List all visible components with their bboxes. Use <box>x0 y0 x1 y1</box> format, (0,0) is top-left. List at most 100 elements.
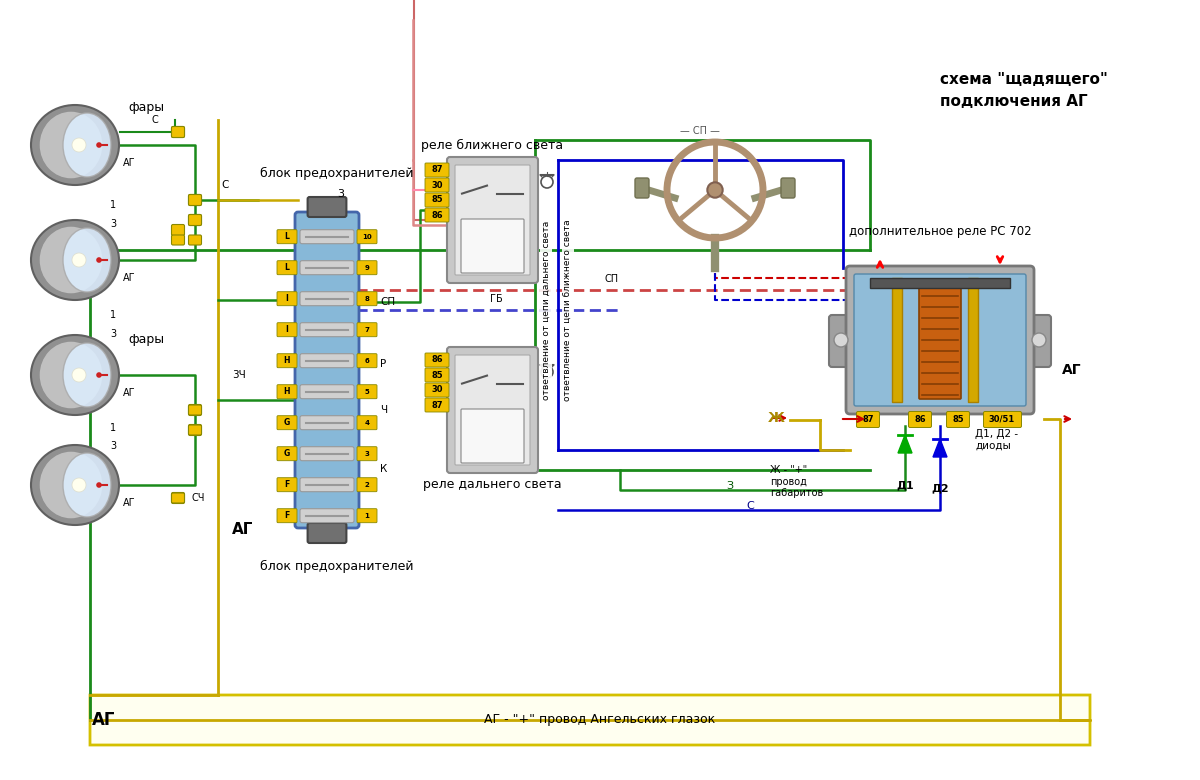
Text: 85: 85 <box>431 370 443 380</box>
FancyBboxPatch shape <box>425 353 449 367</box>
Ellipse shape <box>31 220 119 300</box>
Text: G: G <box>284 449 290 458</box>
FancyBboxPatch shape <box>300 292 354 306</box>
Ellipse shape <box>31 445 119 525</box>
FancyBboxPatch shape <box>846 266 1034 414</box>
FancyBboxPatch shape <box>300 385 354 399</box>
Text: G: G <box>284 418 290 427</box>
Bar <box>892 278 902 402</box>
FancyBboxPatch shape <box>455 165 530 275</box>
Text: реле ближнего света: реле ближнего света <box>421 139 564 152</box>
FancyBboxPatch shape <box>358 447 377 461</box>
FancyBboxPatch shape <box>425 208 449 222</box>
Text: 5: 5 <box>365 388 370 395</box>
Text: 10: 10 <box>362 234 372 239</box>
Text: 87: 87 <box>431 165 443 175</box>
FancyBboxPatch shape <box>300 261 354 275</box>
FancyBboxPatch shape <box>277 477 298 491</box>
Ellipse shape <box>38 341 103 409</box>
Text: 30: 30 <box>431 385 443 395</box>
FancyBboxPatch shape <box>425 383 449 397</box>
Text: С: С <box>151 115 158 125</box>
Text: 30: 30 <box>431 180 443 190</box>
Bar <box>870 278 1010 288</box>
FancyBboxPatch shape <box>277 416 298 430</box>
Text: фары: фары <box>128 334 164 346</box>
Text: ГБ: ГБ <box>490 294 503 304</box>
FancyBboxPatch shape <box>358 292 377 306</box>
Circle shape <box>707 183 722 197</box>
Text: Д2: Д2 <box>931 483 949 493</box>
FancyBboxPatch shape <box>358 509 377 523</box>
Circle shape <box>834 333 848 347</box>
FancyBboxPatch shape <box>300 447 354 461</box>
Text: F: F <box>284 511 289 520</box>
FancyBboxPatch shape <box>425 178 449 192</box>
Ellipse shape <box>38 111 103 179</box>
Ellipse shape <box>64 453 112 517</box>
FancyBboxPatch shape <box>635 178 649 198</box>
Text: 3Ч: 3Ч <box>232 370 246 380</box>
Text: 85: 85 <box>431 196 443 204</box>
Text: L: L <box>284 232 289 241</box>
FancyBboxPatch shape <box>829 315 853 367</box>
FancyBboxPatch shape <box>358 323 377 337</box>
FancyBboxPatch shape <box>277 353 298 367</box>
Text: Р: Р <box>380 359 386 369</box>
Text: АГ: АГ <box>232 523 253 537</box>
Text: 2: 2 <box>365 482 370 488</box>
Text: 86: 86 <box>431 356 443 364</box>
FancyBboxPatch shape <box>172 492 185 504</box>
Text: 3: 3 <box>110 441 116 451</box>
Ellipse shape <box>38 451 103 519</box>
Text: ответвление от цепи ближнего света: ответвление от цепи ближнего света <box>564 219 572 401</box>
Circle shape <box>96 372 102 378</box>
FancyBboxPatch shape <box>446 347 538 473</box>
FancyBboxPatch shape <box>188 424 202 435</box>
FancyBboxPatch shape <box>172 126 185 137</box>
Text: 3: 3 <box>365 451 370 457</box>
Ellipse shape <box>64 343 112 407</box>
Circle shape <box>96 257 102 263</box>
Circle shape <box>96 482 102 488</box>
FancyBboxPatch shape <box>277 385 298 399</box>
Text: 1: 1 <box>110 423 116 433</box>
Text: З: З <box>726 481 733 491</box>
Polygon shape <box>898 435 912 453</box>
Text: 30/51: 30/51 <box>989 414 1015 424</box>
Text: L: L <box>284 263 289 272</box>
Text: 3: 3 <box>337 189 344 199</box>
Text: ответвление от цепи дальнего света: ответвление от цепи дальнего света <box>541 221 551 399</box>
FancyBboxPatch shape <box>188 194 202 205</box>
Text: — СП —: — СП — <box>680 126 720 136</box>
Ellipse shape <box>31 335 119 415</box>
FancyBboxPatch shape <box>358 353 377 367</box>
Text: Ж: Ж <box>768 411 785 425</box>
FancyBboxPatch shape <box>188 425 202 435</box>
FancyBboxPatch shape <box>277 261 298 275</box>
FancyBboxPatch shape <box>188 215 202 225</box>
FancyBboxPatch shape <box>188 215 202 225</box>
Text: 1: 1 <box>365 512 370 519</box>
Ellipse shape <box>72 368 86 382</box>
FancyBboxPatch shape <box>277 447 298 461</box>
FancyBboxPatch shape <box>358 416 377 430</box>
Text: 3: 3 <box>110 219 116 229</box>
FancyBboxPatch shape <box>172 235 185 245</box>
FancyBboxPatch shape <box>455 355 530 465</box>
FancyBboxPatch shape <box>947 412 970 427</box>
Text: АГ: АГ <box>124 388 136 398</box>
FancyBboxPatch shape <box>277 509 298 523</box>
Text: Д1: Д1 <box>896 480 914 490</box>
FancyBboxPatch shape <box>461 219 524 273</box>
Text: АГ - "+" провод Ангельских глазок: АГ - "+" провод Ангельских глазок <box>485 714 715 726</box>
Text: АГ: АГ <box>124 158 136 168</box>
Text: 86: 86 <box>431 211 443 219</box>
FancyBboxPatch shape <box>307 523 347 543</box>
FancyBboxPatch shape <box>300 509 354 523</box>
Text: H: H <box>283 387 290 396</box>
Text: АГ: АГ <box>92 711 115 729</box>
Text: 86: 86 <box>914 414 926 424</box>
FancyBboxPatch shape <box>857 412 880 427</box>
Text: 1: 1 <box>110 310 116 320</box>
